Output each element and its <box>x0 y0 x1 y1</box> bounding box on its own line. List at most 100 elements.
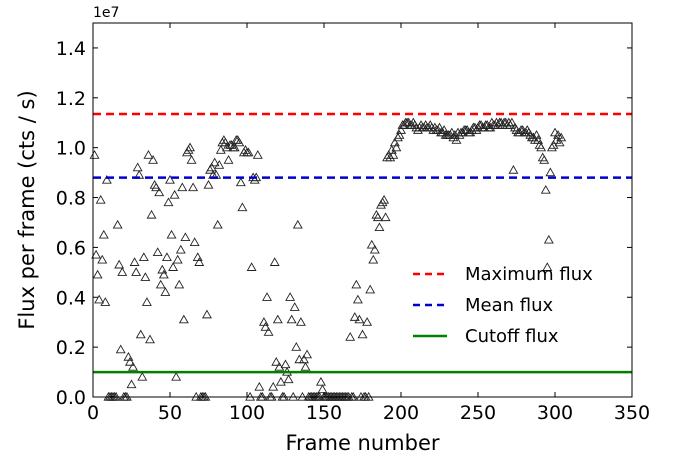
data-point <box>203 179 214 189</box>
data-point <box>135 329 146 339</box>
data-point <box>165 174 175 184</box>
data-point <box>234 137 245 147</box>
data-point <box>317 384 328 394</box>
data-point <box>115 344 126 354</box>
data-point <box>214 160 225 169</box>
data-point <box>274 361 285 371</box>
data-point <box>451 135 462 144</box>
data-point <box>550 127 560 137</box>
data-point <box>485 122 496 132</box>
data-point <box>357 329 368 339</box>
data-point <box>112 219 123 229</box>
x-tick-label: 250 <box>460 402 496 424</box>
data-point <box>272 314 283 324</box>
data-point <box>188 182 199 192</box>
data-point <box>151 182 162 192</box>
x-tick-label: 300 <box>537 402 573 424</box>
data-point <box>180 232 191 242</box>
reference-lines <box>93 112 632 374</box>
data-point <box>218 135 229 144</box>
data-point <box>271 356 282 366</box>
data-point <box>141 297 152 306</box>
data-point <box>121 391 132 401</box>
data-point <box>286 314 297 324</box>
data-point <box>229 142 240 152</box>
data-point <box>92 269 103 279</box>
y-tick-label: 0.8 <box>56 188 86 210</box>
data-point <box>554 137 565 147</box>
data-point <box>255 391 266 401</box>
data-point <box>252 150 263 159</box>
data-point <box>348 391 359 401</box>
data-point <box>299 354 309 364</box>
data-point <box>89 150 100 159</box>
data-point <box>186 155 197 164</box>
data-point <box>262 292 272 301</box>
data-point <box>100 297 111 306</box>
data-point <box>362 317 373 326</box>
data-point <box>174 279 185 289</box>
data-point <box>148 155 159 164</box>
data-point <box>246 262 257 271</box>
data-point <box>154 187 165 197</box>
data-point <box>258 317 269 326</box>
data-point <box>556 132 567 142</box>
data-point <box>243 147 254 157</box>
data-point <box>138 252 149 261</box>
data-point <box>137 371 148 381</box>
data-point <box>192 252 203 261</box>
data-point <box>345 332 356 341</box>
data-point <box>101 174 112 184</box>
data-point <box>177 182 188 192</box>
data-point <box>123 351 134 361</box>
y-tick-label: 0.6 <box>56 237 86 259</box>
data-point <box>302 349 313 359</box>
data-point <box>131 267 142 276</box>
data-point <box>168 262 179 271</box>
data-point <box>371 209 382 219</box>
data-point <box>534 140 545 149</box>
data-point <box>300 361 311 371</box>
data-point <box>275 376 286 386</box>
data-point <box>352 294 363 304</box>
x-axis-label: Frame number <box>285 431 439 455</box>
data-point <box>295 317 306 326</box>
data-point <box>178 314 189 324</box>
data-point <box>351 279 362 289</box>
x-tick-label: 350 <box>614 402 650 424</box>
data-point <box>288 391 299 401</box>
data-point <box>385 152 396 162</box>
data-point <box>368 254 379 264</box>
data-point <box>289 302 300 311</box>
data-point <box>166 229 177 239</box>
data-point <box>291 342 302 351</box>
y-tick-label: 0.2 <box>56 337 86 359</box>
x-tick-label: 100 <box>229 402 265 424</box>
data-point <box>257 391 268 401</box>
data-point <box>388 150 399 159</box>
data-point <box>158 269 169 279</box>
data-point <box>146 209 157 219</box>
data-point <box>145 334 155 344</box>
data-point <box>396 125 406 134</box>
data-point <box>169 189 180 199</box>
data-point <box>160 287 171 296</box>
data-point <box>120 391 131 401</box>
data-point <box>132 162 143 172</box>
data-point <box>245 391 256 401</box>
data-point <box>157 264 168 274</box>
legend-label-mean-flux: Mean flux <box>465 295 554 316</box>
data-point <box>548 140 559 149</box>
data-point <box>265 391 276 401</box>
plot-frame <box>92 22 633 398</box>
data-point <box>126 379 137 389</box>
data-point <box>260 322 271 331</box>
data-point <box>506 117 517 127</box>
x-tick-label: 0 <box>87 402 99 424</box>
data-point <box>128 361 139 371</box>
data-point <box>240 145 251 154</box>
y-scale-label: 1e7 <box>93 5 119 21</box>
data-point <box>171 371 182 381</box>
data-point <box>363 391 374 401</box>
